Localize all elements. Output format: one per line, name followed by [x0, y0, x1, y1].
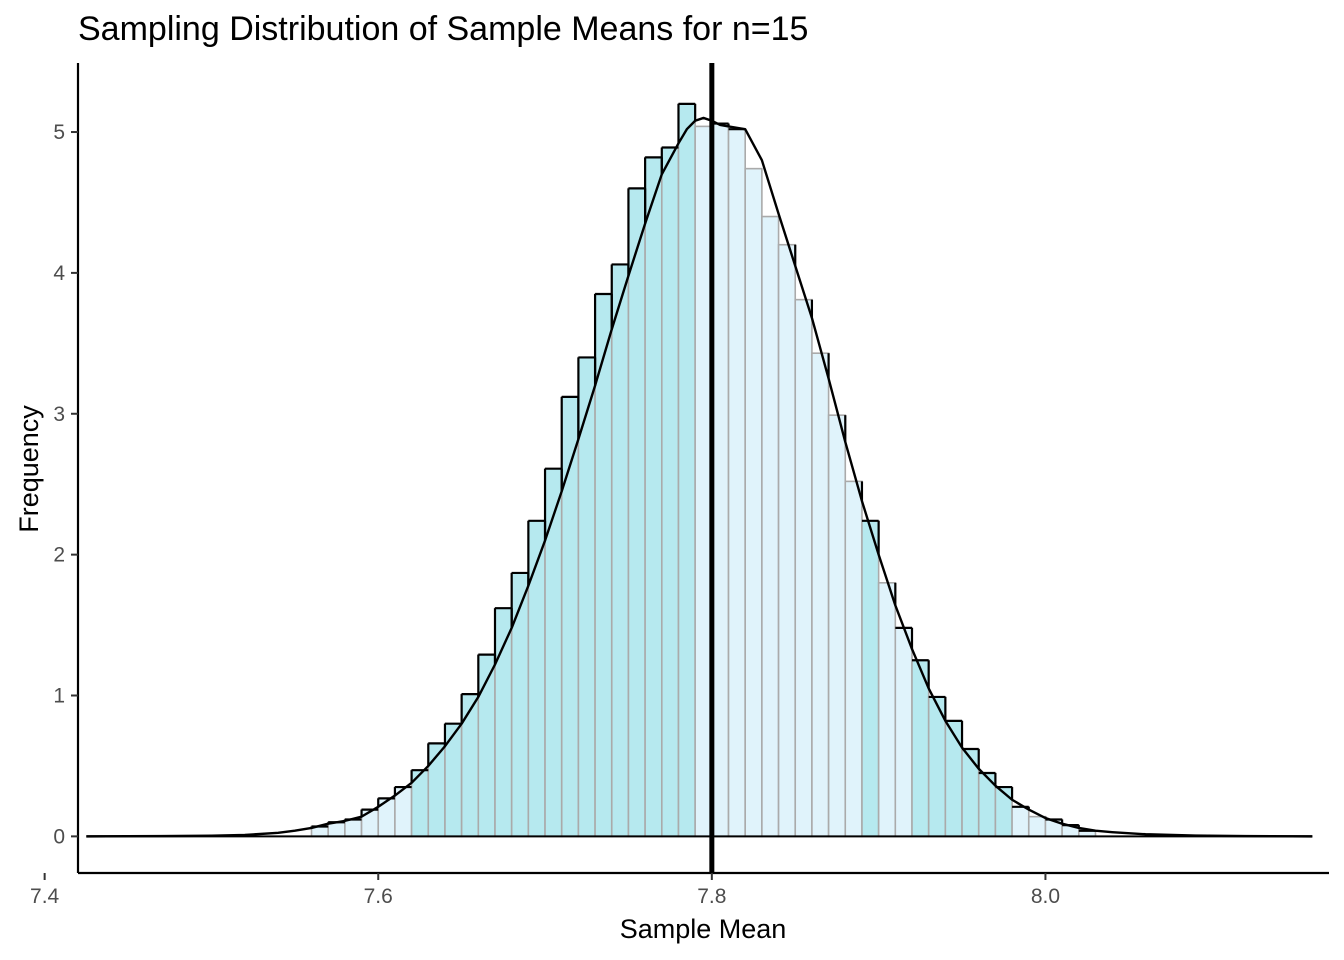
density-curve	[86, 116, 1313, 838]
y-tick-label: 1	[53, 685, 65, 708]
y-tick-label: 4	[53, 262, 65, 285]
y-tick-label: 2	[53, 544, 65, 567]
histogram-bar	[794, 298, 813, 838]
x-axis-title: Sample Mean	[620, 914, 787, 944]
histogram-bar	[861, 520, 880, 838]
histogram-bar	[727, 128, 747, 838]
histogram-bar	[644, 156, 663, 838]
axes: 0 1 2 3 4 5 7.4 7.6 7.8 8.0	[30, 63, 1329, 908]
x-tick-label: 7.8	[697, 885, 726, 908]
histogram-outlines	[310, 102, 1096, 832]
histogram-bar	[961, 748, 980, 838]
histogram-bar	[444, 722, 463, 838]
histogram-bar	[627, 187, 646, 838]
histogram-bar	[911, 659, 930, 838]
x-tick-label: 8.0	[1031, 885, 1060, 908]
histogram-bars	[310, 103, 1097, 838]
histogram-bar	[1027, 815, 1047, 838]
histogram-bar	[944, 720, 963, 838]
histogram-bar	[510, 572, 530, 838]
histogram-bar	[460, 693, 480, 838]
y-axis-ticks: 0 1 2 3 4 5	[53, 121, 78, 848]
y-tick-label: 3	[53, 403, 65, 426]
histogram-bar	[694, 125, 713, 838]
x-tick-label: 7.6	[364, 885, 393, 908]
density-curve-layer	[86, 116, 1313, 838]
histogram-bar	[894, 627, 913, 838]
y-tick-label: 5	[53, 121, 65, 144]
histogram-bar	[811, 352, 830, 838]
histogram-bar	[844, 480, 863, 838]
histogram-bar	[494, 607, 513, 838]
histogram-bar	[1011, 805, 1030, 838]
x-axis-ticks: 7.4 7.6 7.8 8.0	[30, 873, 1060, 908]
y-tick-label: 0	[53, 825, 65, 848]
plot-area	[86, 63, 1313, 873]
histogram-bar	[877, 582, 897, 838]
histogram-bar	[677, 103, 696, 838]
chart-title: Sampling Distribution of Sample Means fo…	[78, 10, 808, 48]
y-axis-title: Frequency	[14, 405, 44, 533]
histogram-bar	[761, 215, 780, 838]
histogram-bar	[994, 786, 1013, 838]
histogram-bar	[827, 414, 847, 838]
histogram-bar	[744, 167, 763, 838]
histogram-bar	[610, 263, 630, 838]
histogram-bar	[777, 243, 797, 838]
histogram-bar	[344, 818, 363, 838]
histogram-bar	[527, 520, 546, 838]
histogram-bar	[660, 146, 680, 838]
histogram-bar	[711, 122, 730, 838]
histogram-bar	[360, 808, 380, 838]
histogram-bar	[544, 467, 563, 838]
x-tick-label: 7.4	[30, 885, 60, 908]
